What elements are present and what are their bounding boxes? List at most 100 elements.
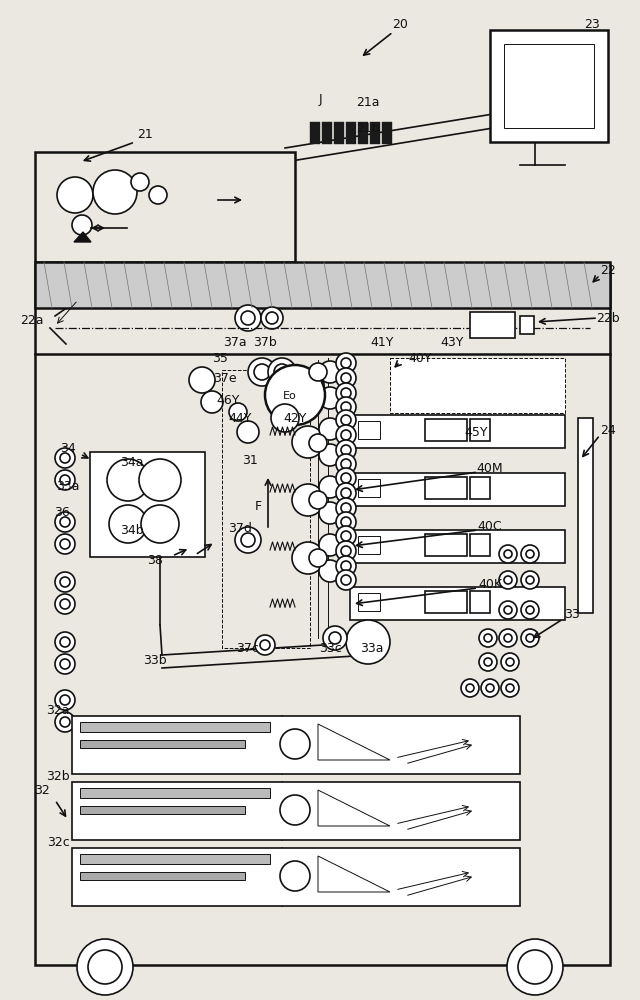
Bar xyxy=(358,122,368,144)
Circle shape xyxy=(526,606,534,614)
Text: 23: 23 xyxy=(584,18,600,31)
Bar xyxy=(358,479,380,497)
Circle shape xyxy=(319,444,341,466)
Bar xyxy=(310,122,320,144)
Circle shape xyxy=(292,369,324,401)
Bar xyxy=(80,806,245,814)
Text: 38: 38 xyxy=(147,554,163,566)
Circle shape xyxy=(55,470,75,490)
Circle shape xyxy=(255,635,275,655)
Circle shape xyxy=(60,717,70,727)
Text: F: F xyxy=(255,500,262,514)
Text: 21a: 21a xyxy=(356,96,380,108)
Circle shape xyxy=(323,626,347,650)
Circle shape xyxy=(341,415,351,425)
Bar xyxy=(370,122,380,144)
Circle shape xyxy=(336,368,356,388)
Bar xyxy=(425,419,467,441)
Circle shape xyxy=(266,312,278,324)
Text: 32a: 32a xyxy=(46,704,70,716)
Circle shape xyxy=(341,445,351,455)
Polygon shape xyxy=(318,724,390,760)
Circle shape xyxy=(60,637,70,647)
Circle shape xyxy=(341,546,351,556)
Circle shape xyxy=(336,498,356,518)
Circle shape xyxy=(93,170,137,214)
Text: 44Y: 44Y xyxy=(228,412,252,424)
Text: 46Y: 46Y xyxy=(216,393,240,406)
Circle shape xyxy=(55,632,75,652)
Circle shape xyxy=(235,527,261,553)
Circle shape xyxy=(481,679,499,697)
Bar xyxy=(470,477,490,499)
Circle shape xyxy=(319,502,341,524)
Circle shape xyxy=(336,383,356,403)
Text: 37c: 37c xyxy=(237,642,259,654)
Circle shape xyxy=(319,534,341,556)
Circle shape xyxy=(336,541,356,561)
Circle shape xyxy=(55,594,75,614)
Circle shape xyxy=(341,575,351,585)
Circle shape xyxy=(336,556,356,576)
Circle shape xyxy=(57,177,93,213)
Circle shape xyxy=(504,576,512,584)
Circle shape xyxy=(292,426,324,458)
Text: 42Y: 42Y xyxy=(284,412,307,424)
Bar xyxy=(425,477,467,499)
Text: 40M: 40M xyxy=(477,462,503,475)
Text: 37b: 37b xyxy=(253,336,277,350)
Circle shape xyxy=(526,550,534,558)
Circle shape xyxy=(466,684,474,692)
Text: 32b: 32b xyxy=(46,770,70,782)
Circle shape xyxy=(60,659,70,669)
Bar xyxy=(72,848,520,906)
Circle shape xyxy=(241,311,255,325)
Circle shape xyxy=(507,939,563,995)
Circle shape xyxy=(235,305,261,331)
Circle shape xyxy=(88,950,122,984)
Bar xyxy=(520,316,534,334)
Bar xyxy=(72,782,520,840)
Bar xyxy=(490,30,608,142)
Circle shape xyxy=(319,361,341,383)
Circle shape xyxy=(319,476,341,498)
Circle shape xyxy=(237,421,259,443)
Circle shape xyxy=(241,533,255,547)
Circle shape xyxy=(504,634,512,642)
Circle shape xyxy=(139,459,181,501)
Text: 40Y: 40Y xyxy=(408,352,432,364)
Bar xyxy=(358,593,380,611)
Circle shape xyxy=(309,363,327,381)
Circle shape xyxy=(77,939,133,995)
Circle shape xyxy=(141,505,179,543)
Circle shape xyxy=(336,440,356,460)
Text: 41Y: 41Y xyxy=(371,336,394,350)
Circle shape xyxy=(109,505,147,543)
Circle shape xyxy=(499,601,517,619)
Circle shape xyxy=(55,448,75,468)
Circle shape xyxy=(341,488,351,498)
Bar xyxy=(35,152,295,262)
Text: 40K: 40K xyxy=(478,578,502,590)
Circle shape xyxy=(229,403,247,421)
Circle shape xyxy=(189,367,215,393)
Bar xyxy=(470,312,515,338)
Circle shape xyxy=(319,418,341,440)
Circle shape xyxy=(55,712,75,732)
Text: 34b: 34b xyxy=(120,524,144,536)
Bar xyxy=(578,418,593,613)
Circle shape xyxy=(72,215,92,235)
Text: 32c: 32c xyxy=(47,836,69,848)
Circle shape xyxy=(506,658,514,666)
Circle shape xyxy=(254,364,270,380)
Bar xyxy=(90,452,205,557)
Circle shape xyxy=(201,391,223,413)
Circle shape xyxy=(336,570,356,590)
Bar xyxy=(358,536,380,554)
Circle shape xyxy=(60,453,70,463)
Text: 36: 36 xyxy=(54,506,70,518)
Bar xyxy=(358,421,380,439)
Circle shape xyxy=(55,512,75,532)
Circle shape xyxy=(499,571,517,589)
Circle shape xyxy=(271,404,299,432)
